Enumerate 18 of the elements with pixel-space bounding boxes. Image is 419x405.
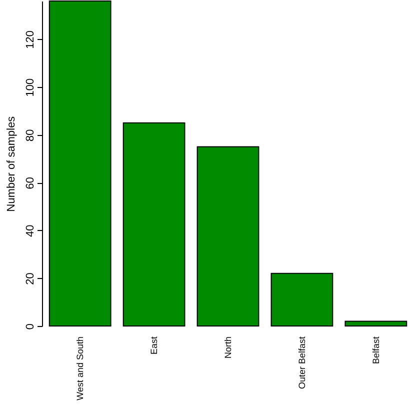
bar bbox=[344, 320, 408, 326]
bar bbox=[122, 122, 186, 326]
y-tick-label: 100 bbox=[24, 78, 36, 97]
x-tick-label: North bbox=[223, 336, 233, 359]
y-tick-label: 40 bbox=[24, 224, 36, 238]
y-tick-label: 0 bbox=[24, 323, 36, 330]
bar bbox=[196, 146, 260, 326]
bar bbox=[270, 272, 334, 326]
y-tick-label: 80 bbox=[24, 129, 36, 142]
y-tick-label: 60 bbox=[24, 176, 36, 190]
bar bbox=[48, 0, 112, 326]
y-tick-label: 20 bbox=[24, 272, 36, 285]
x-tick-label: Outer Belfast bbox=[296, 336, 307, 390]
x-tick-label: West and South bbox=[75, 336, 86, 400]
x-tick-label: East bbox=[149, 336, 160, 355]
y-axis-title: Number of samples bbox=[6, 116, 18, 212]
x-tick-label: Belfast bbox=[370, 336, 381, 364]
y-tick-label: 120 bbox=[24, 30, 36, 49]
